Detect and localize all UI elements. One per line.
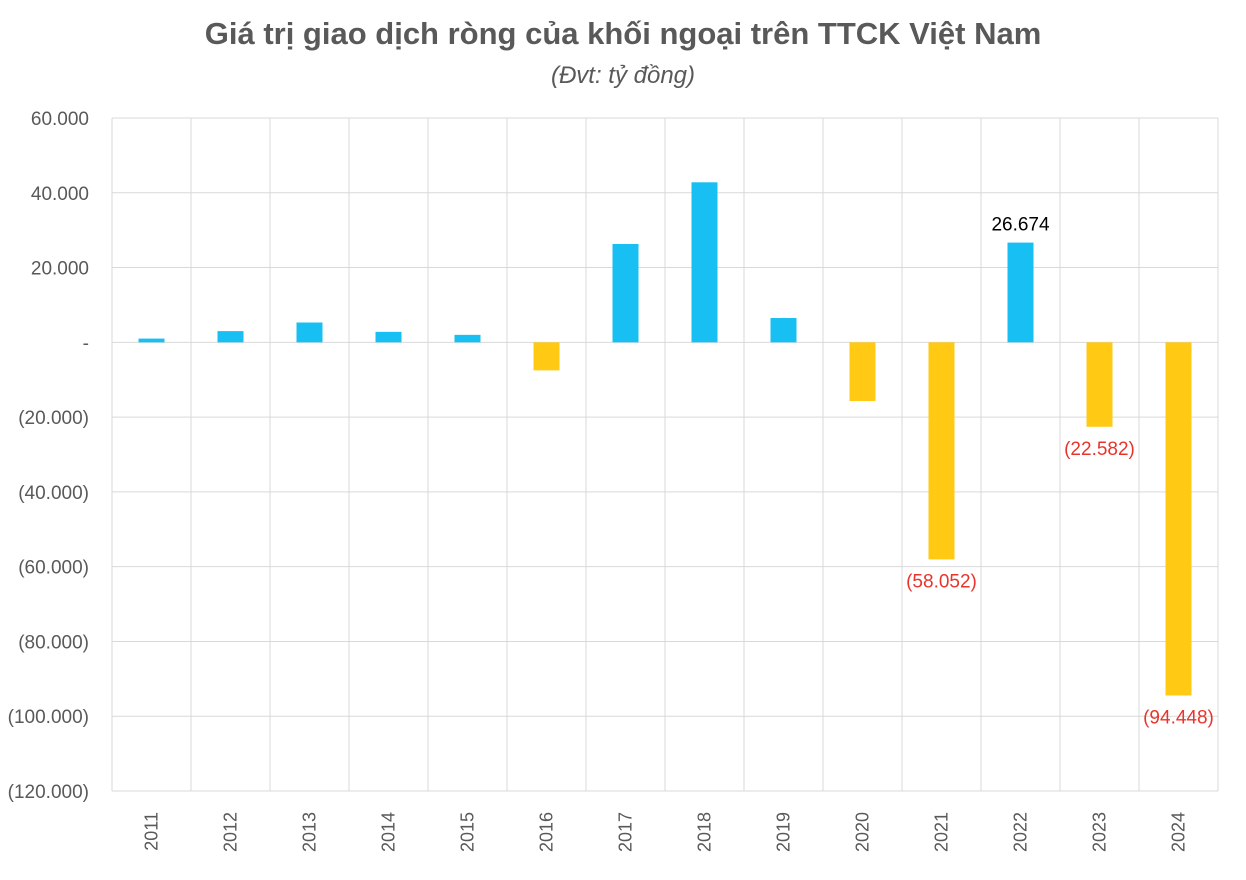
chart-title: Giá trị giao dịch ròng của khối ngoại tr… — [204, 16, 1042, 51]
y-tick-label: 40.000 — [31, 184, 89, 205]
bar-2024 — [1165, 342, 1192, 696]
bar-2020 — [849, 342, 876, 402]
x-tick-label: 2019 — [774, 812, 794, 852]
y-tick-label: (100.000) — [8, 707, 89, 728]
x-axis: 2011 2012 2013 2014 2015 2016 2017 2018 2019 2020… — [142, 812, 1189, 852]
bar-2019 — [770, 318, 797, 343]
x-tick-label: 2015 — [458, 812, 478, 852]
bar-2012 — [217, 331, 244, 343]
y-tick-label: (40.000) — [18, 483, 89, 504]
data-label-2021: (58.052) — [906, 571, 977, 592]
x-tick-label: 2016 — [537, 812, 557, 852]
data-label-2023: (22.582) — [1064, 439, 1135, 460]
bar-2014 — [375, 331, 402, 343]
bar-2011 — [138, 338, 165, 343]
x-tick-label: 2021 — [932, 812, 952, 852]
x-tick-label: 2018 — [695, 812, 715, 852]
x-tick-label: 2017 — [616, 812, 636, 852]
chart-subtitle: (Đvt: tỷ đồng) — [550, 62, 696, 89]
bar-2022 — [1007, 242, 1034, 343]
x-tick-label: 2022 — [1011, 812, 1031, 852]
bar-2021 — [928, 342, 955, 560]
y-tick-label: - — [83, 333, 89, 354]
y-tick-label: (60.000) — [18, 558, 89, 579]
x-tick-label: 2012 — [221, 812, 241, 852]
bar-2013 — [296, 322, 323, 343]
bar-2023 — [1086, 342, 1113, 427]
bar-2016 — [533, 342, 560, 371]
bars — [138, 182, 1192, 696]
y-tick-label: 60.000 — [31, 109, 89, 130]
bar-2018 — [691, 182, 718, 343]
bar-2017 — [612, 244, 639, 343]
bar-2015 — [454, 334, 481, 343]
y-axis: 60.000 40.000 20.000 - (20.000) (40.000) (60.0… — [8, 109, 89, 803]
gridlines — [111, 117, 1219, 792]
data-label-2022: 26.674 — [991, 215, 1050, 236]
x-tick-label: 2013 — [300, 812, 320, 852]
x-tick-label: 2023 — [1090, 812, 1110, 852]
x-tick-label: 2014 — [379, 812, 399, 852]
y-tick-label: (80.000) — [18, 632, 89, 653]
x-tick-label: 2024 — [1169, 812, 1189, 852]
x-tick-label: 2020 — [853, 812, 873, 852]
y-tick-label: 20.000 — [31, 259, 89, 280]
x-tick-label: 2011 — [142, 812, 162, 851]
data-label-2024: (94.448) — [1143, 707, 1214, 728]
y-tick-label: (120.000) — [8, 782, 89, 803]
y-tick-label: (20.000) — [18, 408, 89, 429]
data-labels: (58.052) 26.674 (22.582) (94.448) — [906, 215, 1214, 729]
